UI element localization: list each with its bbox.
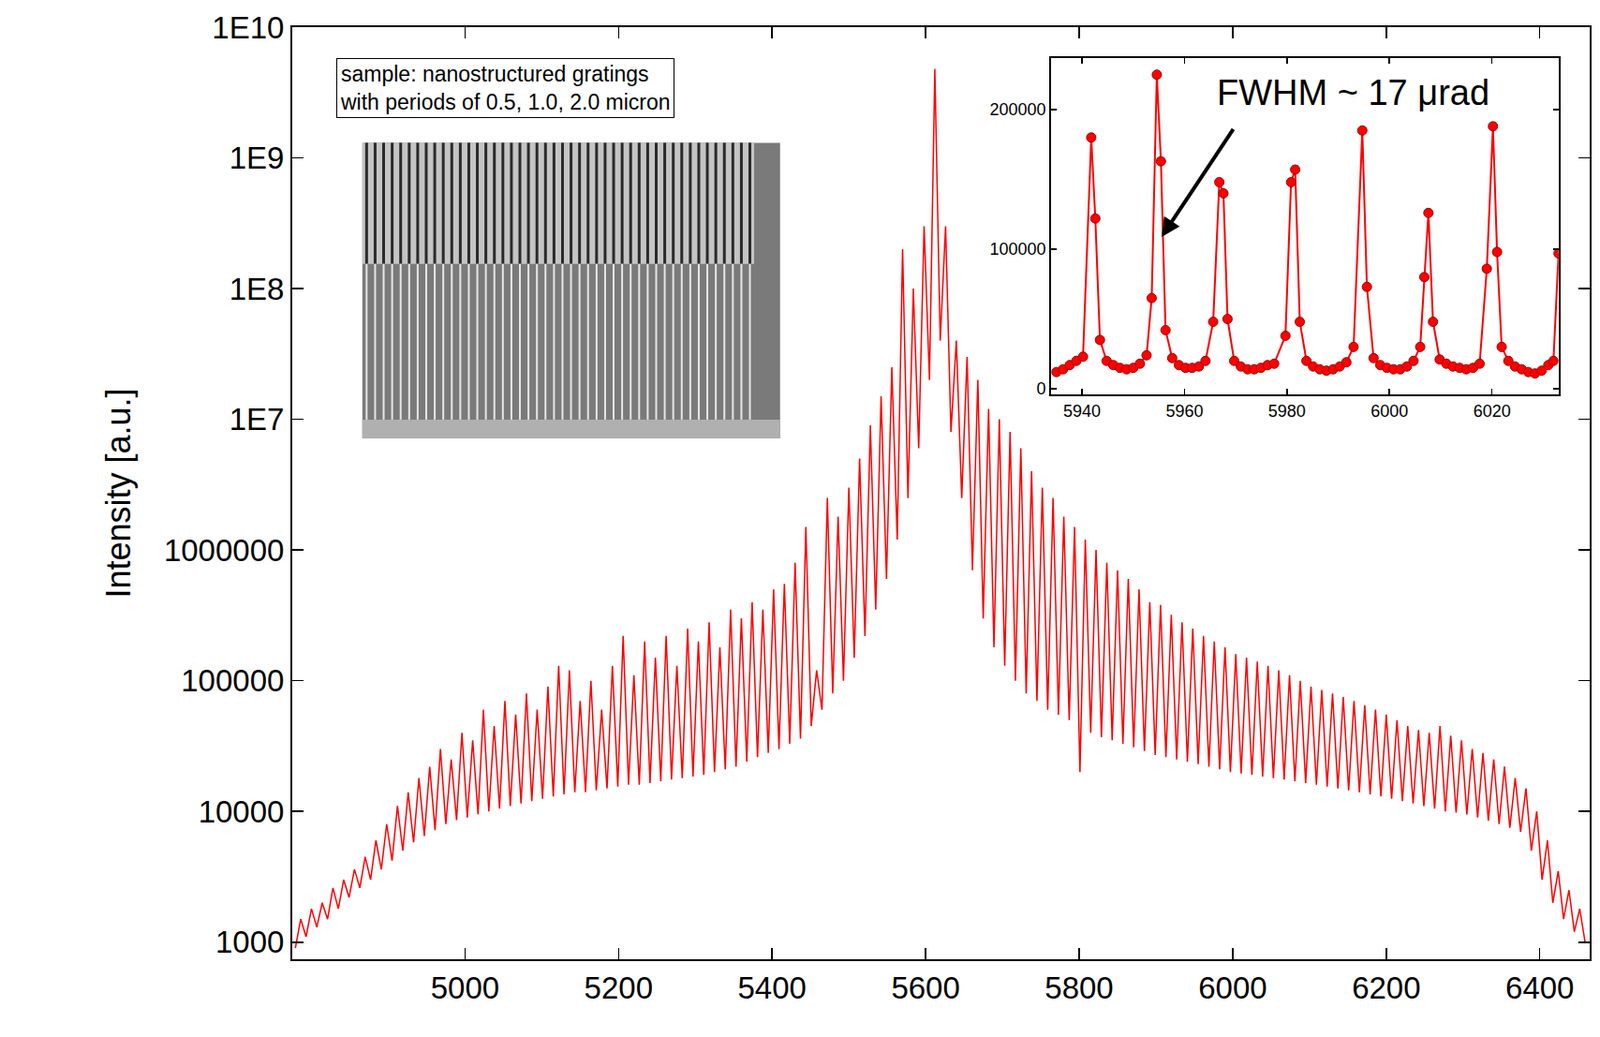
svg-text:6020: 6020 — [1473, 401, 1512, 421]
svg-text:FWHM ~ 17 μrad: FWHM ~ 17 μrad — [1216, 73, 1490, 113]
svg-text:sample: nanostructured grating: sample: nanostructured gratingswith peri… — [340, 61, 671, 115]
svg-text:1000: 1000 — [215, 924, 284, 960]
svg-text:6200: 6200 — [1351, 970, 1421, 1006]
svg-text:5800: 5800 — [1044, 970, 1113, 1006]
svg-text:0: 0 — [1037, 379, 1047, 399]
svg-text:1E7: 1E7 — [229, 401, 285, 437]
svg-text:6000: 6000 — [1198, 970, 1267, 1006]
svg-text:100000: 100000 — [990, 239, 1047, 259]
svg-text:5940: 5940 — [1063, 401, 1101, 421]
svg-text:100000: 100000 — [180, 663, 284, 698]
svg-text:5200: 5200 — [584, 970, 653, 1006]
svg-text:1E9: 1E9 — [229, 140, 285, 176]
svg-text:1E10: 1E10 — [211, 10, 284, 45]
svg-text:1000000: 1000000 — [163, 533, 284, 568]
svg-text:5600: 5600 — [890, 970, 960, 1006]
svg-text:5980: 5980 — [1268, 401, 1306, 421]
svg-text:200000: 200000 — [990, 100, 1047, 119]
svg-text:5960: 5960 — [1165, 401, 1203, 421]
svg-text:6400: 6400 — [1505, 970, 1574, 1006]
svg-text:6000: 6000 — [1370, 401, 1408, 421]
svg-text:5400: 5400 — [737, 970, 806, 1006]
svg-text:10000: 10000 — [198, 794, 285, 830]
svg-text:5000: 5000 — [430, 970, 500, 1006]
svg-text:Intensity [a.u.]: Intensity [a.u.] — [99, 387, 138, 598]
svg-text:1E8: 1E8 — [229, 271, 285, 307]
